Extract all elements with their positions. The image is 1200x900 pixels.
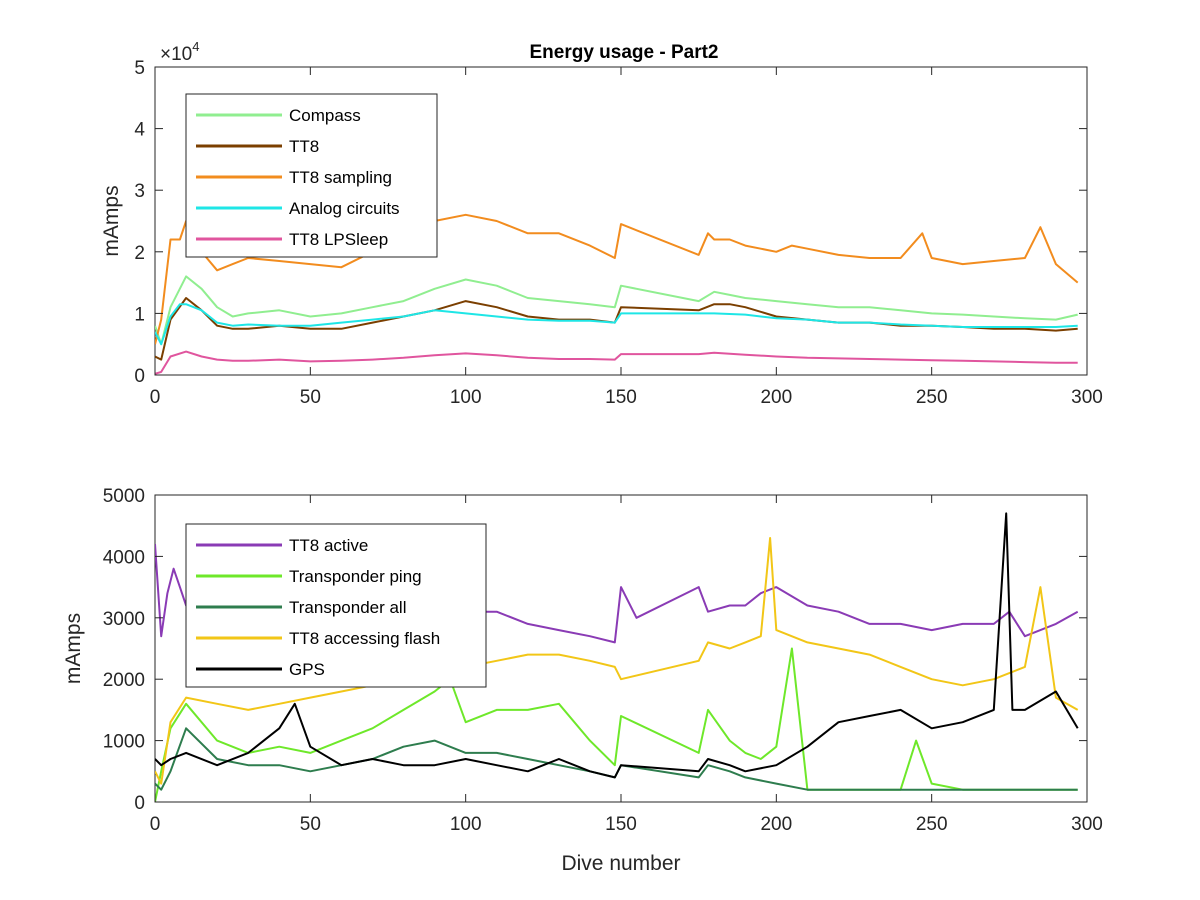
y-exponent-label: ×104: [160, 39, 199, 65]
y-tick-label: 3000: [103, 609, 145, 630]
legend-label: Analog circuits: [289, 199, 400, 218]
y-tick-label: 0: [134, 366, 145, 387]
energy-top-axes: 0 50 100 150 200 250 300 0 1 2 3 4 5 mAmps Compass TT8 T…: [100, 58, 1103, 408]
y-tick-label: 2: [134, 243, 145, 264]
legend-label: Transponder ping: [289, 567, 422, 586]
y-tick-label: 1000: [103, 732, 145, 753]
y-tick-label: 4000: [103, 547, 145, 568]
legend-label: TT8 active: [289, 536, 368, 555]
series-line-tt8-lpsleep: [155, 350, 1078, 375]
legend-label: Compass: [289, 106, 361, 125]
series-line-transponder-ping: [155, 647, 1078, 802]
series-line-tt8-accessing-flash: [155, 537, 1079, 785]
energy-bottom-axes: 0 50 100 150 200 250 300010002000300040005000m…: [62, 486, 1103, 875]
x-tick-label: 50: [300, 814, 321, 835]
figure-title: Energy usage - Part2: [529, 42, 718, 63]
y-tick-label: 5: [134, 58, 145, 79]
y-axis-label: mAmps: [100, 185, 123, 256]
x-axis-label: Dive number: [561, 852, 680, 875]
series-group: [155, 213, 1079, 375]
x-tick-label: 0: [150, 814, 161, 835]
legend: Compass TT8 TT8 sampling Analog circuits TT8…: [185, 93, 438, 258]
x-tick-label: 250: [916, 814, 948, 835]
y-tick-label: 5000: [103, 486, 145, 507]
series-line-analog-circuits: [155, 303, 1078, 346]
legend-label: GPS: [289, 660, 325, 679]
legend: TT8 active Transponder ping Transponder al…: [185, 523, 487, 688]
legend-label: TT8: [289, 137, 319, 156]
x-tick-label: 100: [450, 814, 482, 835]
x-tick-label: 150: [605, 387, 637, 408]
x-tick-label: 0: [150, 387, 161, 408]
series-line-tt8-sampling: [155, 213, 1079, 345]
legend-label: TT8 accessing flash: [289, 629, 440, 648]
y-exponent-base: ×10: [160, 44, 192, 65]
x-tick-label: 100: [450, 387, 482, 408]
x-tick-label: 300: [1071, 814, 1103, 835]
legend-label: TT8 sampling: [289, 168, 392, 187]
legend-label: TT8 LPSleep: [289, 230, 388, 249]
x-tick-label: 250: [916, 387, 948, 408]
y-tick-label: 3: [134, 181, 145, 202]
series-line-compass: [155, 275, 1078, 346]
y-tick-label: 2000: [103, 670, 145, 691]
y-tick-label: 1: [134, 304, 145, 325]
x-tick-label: 50: [300, 387, 321, 408]
x-tick-label: 200: [760, 387, 792, 408]
x-tick-label: 200: [760, 814, 792, 835]
y-axis-label: mAmps: [62, 613, 85, 684]
y-tick-label: 4: [134, 120, 145, 141]
legend-label: Transponder all: [289, 598, 407, 617]
series-line-gps: [155, 512, 1079, 779]
x-tick-label: 150: [605, 814, 637, 835]
y-exponent-power: 4: [192, 39, 199, 54]
y-tick-label: 0: [134, 793, 145, 814]
x-tick-label: 300: [1071, 387, 1103, 408]
